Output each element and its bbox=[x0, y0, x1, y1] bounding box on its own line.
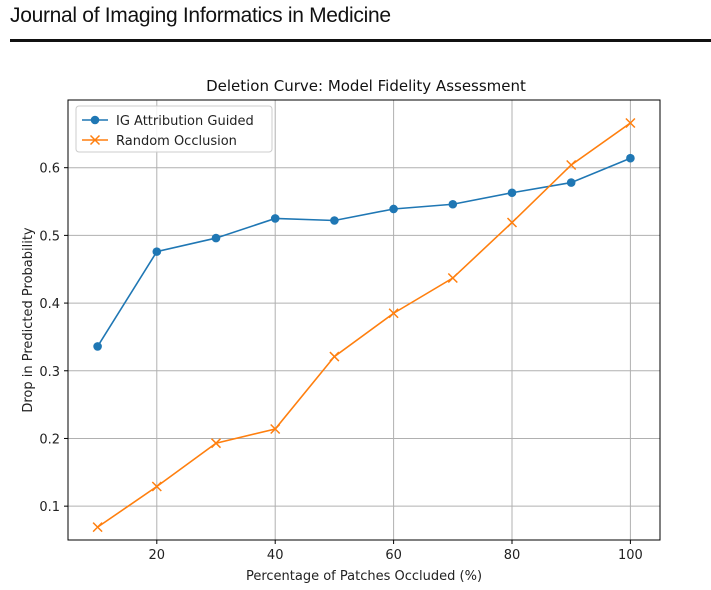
x-axis-title: Percentage of Patches Occluded (%) bbox=[246, 569, 482, 584]
data-point bbox=[507, 188, 517, 198]
legend-swatch-marker bbox=[90, 115, 100, 125]
data-point bbox=[626, 153, 635, 163]
grid-lines bbox=[68, 100, 660, 540]
data-point bbox=[270, 214, 280, 223]
data-point bbox=[211, 233, 221, 243]
y-tick-label: 0.2 bbox=[39, 432, 60, 447]
data-point bbox=[625, 117, 636, 129]
journal-header: Journal of Imaging Informatics in Medici… bbox=[10, 4, 391, 27]
series-layer bbox=[92, 117, 636, 533]
series-1 bbox=[93, 153, 635, 351]
y-tick-label: 0.6 bbox=[39, 162, 60, 177]
data-point bbox=[448, 199, 458, 209]
data-point bbox=[506, 217, 518, 228]
x-tick-label: 20 bbox=[149, 548, 166, 563]
data-point bbox=[447, 273, 458, 284]
data-point bbox=[93, 342, 102, 351]
x-tick-label: 40 bbox=[267, 548, 284, 563]
legend-entry-label: Random Occlusion bbox=[116, 134, 237, 149]
data-point bbox=[210, 438, 222, 449]
data-point bbox=[92, 522, 103, 533]
legend-box bbox=[75, 105, 273, 153]
data-point bbox=[152, 247, 162, 256]
y-tick-label: 0.4 bbox=[39, 297, 60, 312]
data-point bbox=[329, 351, 340, 362]
x-tick-label: 80 bbox=[504, 548, 521, 563]
data-point bbox=[151, 481, 162, 492]
legend-entry-label: IG Attribution Guided bbox=[116, 114, 254, 129]
series-line bbox=[97, 122, 631, 528]
x-tick-label: 100 bbox=[618, 548, 643, 563]
y-axis-title: Drop in Predicted Probability bbox=[21, 227, 36, 413]
y-tick-label: 0.5 bbox=[39, 229, 60, 244]
data-point bbox=[388, 308, 399, 319]
axis-ticks: 20 40 60 80 100 0.1 0.2 0.3 0.4 0.5 0.6 bbox=[39, 162, 643, 563]
data-point bbox=[330, 216, 339, 225]
data-point bbox=[389, 204, 398, 214]
y-tick-label: 0.3 bbox=[39, 365, 60, 380]
plot-area bbox=[67, 99, 661, 541]
series-2 bbox=[92, 117, 636, 533]
x-tick-label: 60 bbox=[385, 548, 402, 563]
y-tick-label: 0.1 bbox=[39, 500, 60, 515]
header-rule bbox=[10, 39, 711, 42]
legend-swatch-marker bbox=[89, 134, 101, 146]
legend: IG Attribution Guided Random Occlusion bbox=[75, 105, 273, 153]
chart-title: Deletion Curve: Model Fidelity Assessmen… bbox=[206, 77, 526, 95]
data-point bbox=[566, 159, 577, 171]
series-line bbox=[96, 157, 631, 347]
data-point bbox=[270, 423, 281, 435]
data-point bbox=[566, 178, 576, 187]
